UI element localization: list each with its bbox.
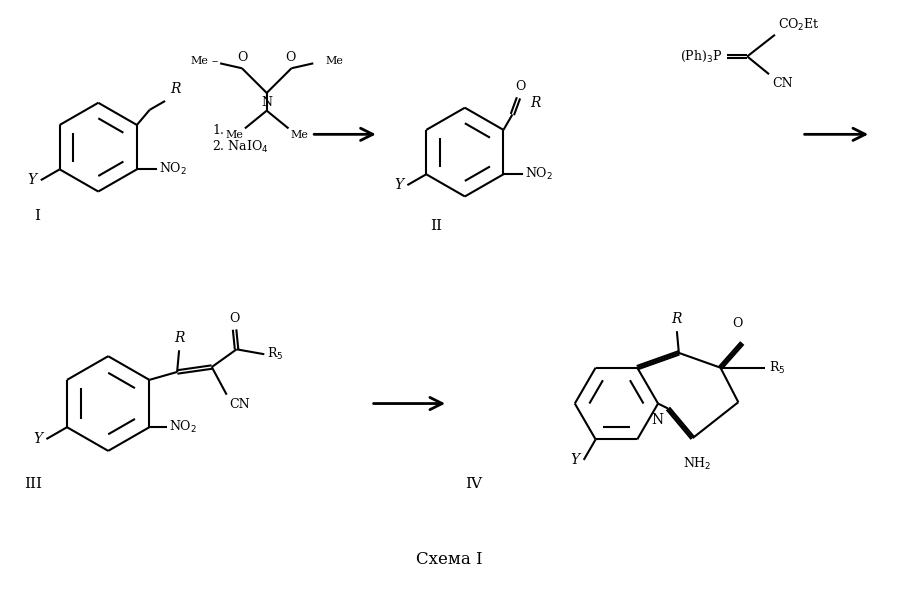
Text: IV: IV: [465, 478, 482, 491]
Text: R: R: [530, 95, 540, 110]
Text: Схема I: Схема I: [415, 551, 483, 568]
Text: CN: CN: [772, 77, 793, 90]
Text: O: O: [229, 311, 240, 325]
Text: Y: Y: [395, 178, 404, 192]
Text: O: O: [515, 80, 526, 93]
Text: R: R: [170, 82, 181, 96]
Text: –: –: [212, 55, 218, 68]
Text: R: R: [174, 331, 184, 346]
Text: Y: Y: [28, 173, 37, 187]
Text: (Ph)$_3$P: (Ph)$_3$P: [681, 49, 723, 64]
Text: O: O: [237, 52, 248, 64]
Text: Me: Me: [225, 130, 243, 140]
Text: R: R: [672, 312, 682, 326]
Text: N: N: [651, 413, 663, 427]
Text: CN: CN: [229, 398, 250, 410]
Text: NO$_2$: NO$_2$: [169, 419, 197, 435]
Text: O: O: [732, 317, 743, 330]
Text: N: N: [262, 95, 272, 109]
Text: Me: Me: [290, 130, 308, 140]
Text: Me: Me: [325, 56, 343, 67]
Text: II: II: [431, 219, 442, 233]
Text: R$_5$: R$_5$: [267, 346, 284, 362]
Text: Y: Y: [33, 432, 42, 446]
Text: 1.: 1.: [212, 124, 224, 137]
Text: Me: Me: [191, 56, 209, 67]
Text: NO$_2$: NO$_2$: [159, 161, 187, 178]
Text: 2. NaIO$_4$: 2. NaIO$_4$: [212, 139, 269, 155]
Text: O: O: [285, 52, 296, 64]
Text: CO$_2$Et: CO$_2$Et: [778, 17, 820, 33]
Text: III: III: [24, 478, 42, 491]
Text: R$_5$: R$_5$: [769, 359, 786, 376]
Text: I: I: [34, 209, 40, 223]
Text: NH$_2$: NH$_2$: [683, 456, 712, 472]
Text: NO$_2$: NO$_2$: [525, 166, 553, 182]
Text: Y: Y: [571, 453, 580, 467]
